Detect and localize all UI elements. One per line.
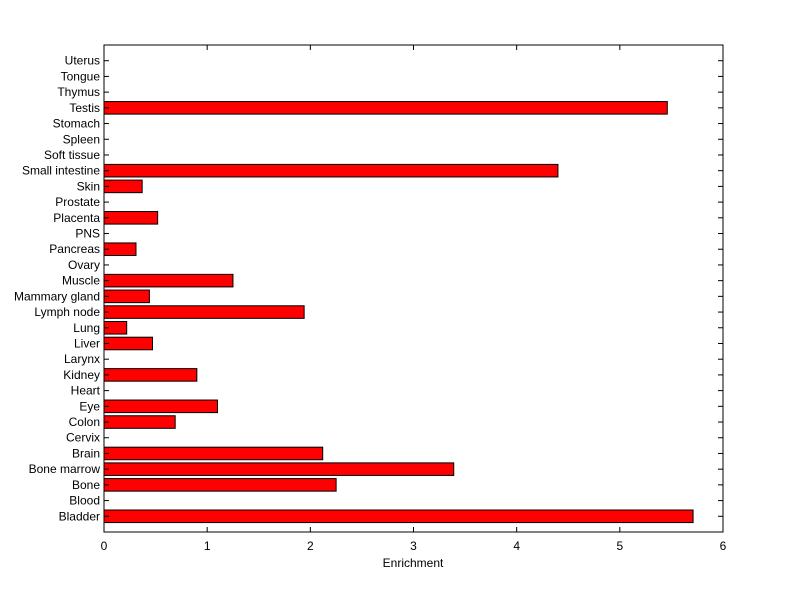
- y-tick-label: PNS: [75, 227, 100, 241]
- y-tick-label: Muscle: [62, 274, 100, 288]
- y-tick-label: Bladder: [59, 509, 100, 523]
- bar-brain: [103, 446, 324, 461]
- bar-eye: [103, 399, 218, 414]
- y-tick-label: Kidney: [63, 368, 100, 382]
- y-tick-label: Placenta: [53, 211, 100, 225]
- y-tick-label: Skin: [77, 179, 100, 193]
- y-tick-label: Mammary gland: [14, 289, 100, 303]
- y-tick-label: Uterus: [65, 54, 100, 68]
- y-tick-label: Colon: [69, 415, 100, 429]
- y-tick-label: Liver: [74, 336, 100, 350]
- bar-mammary-gland: [103, 289, 150, 304]
- bar-small-intestine: [103, 163, 559, 178]
- y-tick-label: Cervix: [66, 431, 100, 445]
- y-tick-label: Larynx: [64, 352, 100, 366]
- x-axis-title: Enrichment: [383, 556, 444, 570]
- bar-skin: [103, 179, 143, 194]
- bar-colon: [103, 415, 176, 429]
- y-tick-label: Tongue: [61, 69, 101, 83]
- x-tick-label: 6: [720, 539, 727, 553]
- y-tick-label: Lung: [73, 321, 100, 335]
- bar-liver: [103, 336, 153, 351]
- ticks-group: [103, 45, 724, 532]
- y-tick-label: Heart: [71, 384, 101, 398]
- bar-bladder: [103, 509, 694, 524]
- y-tick-label: Eye: [79, 399, 100, 413]
- y-tick-label: Stomach: [53, 117, 100, 131]
- y-tick-label: Soft tissue: [44, 148, 100, 162]
- y-tick-label: Blood: [69, 494, 100, 508]
- y-tick-label: Brain: [72, 446, 100, 460]
- y-tick-label: Testis: [69, 101, 100, 115]
- y-tick-label: Ovary: [68, 258, 100, 272]
- x-tick-label: 1: [204, 539, 211, 553]
- y-tick-label: Bone: [72, 478, 100, 492]
- y-tick-label: Small intestine: [22, 164, 100, 178]
- x-tick-label: 5: [616, 539, 623, 553]
- y-tick-label: Pancreas: [49, 242, 100, 256]
- x-tick-label: 4: [513, 539, 520, 553]
- x-tick-label: 3: [410, 539, 417, 553]
- bar-kidney: [103, 368, 198, 382]
- y-tick-label: Spleen: [63, 132, 100, 146]
- y-tick-label: Lymph node: [34, 305, 100, 319]
- y-tick-label: Thymus: [57, 85, 100, 99]
- bar-testis: [103, 101, 668, 115]
- y-tick-label: Prostate: [55, 195, 100, 209]
- y-tick-label: Bone marrow: [29, 462, 101, 476]
- bar-bone: [103, 478, 337, 492]
- bar-lymph-node: [103, 305, 305, 319]
- bar-muscle: [103, 273, 234, 288]
- x-tick-label: 0: [101, 539, 108, 553]
- bar-bone-marrow: [103, 462, 455, 476]
- bar-placenta: [103, 211, 159, 225]
- x-tick-label: 2: [307, 539, 314, 553]
